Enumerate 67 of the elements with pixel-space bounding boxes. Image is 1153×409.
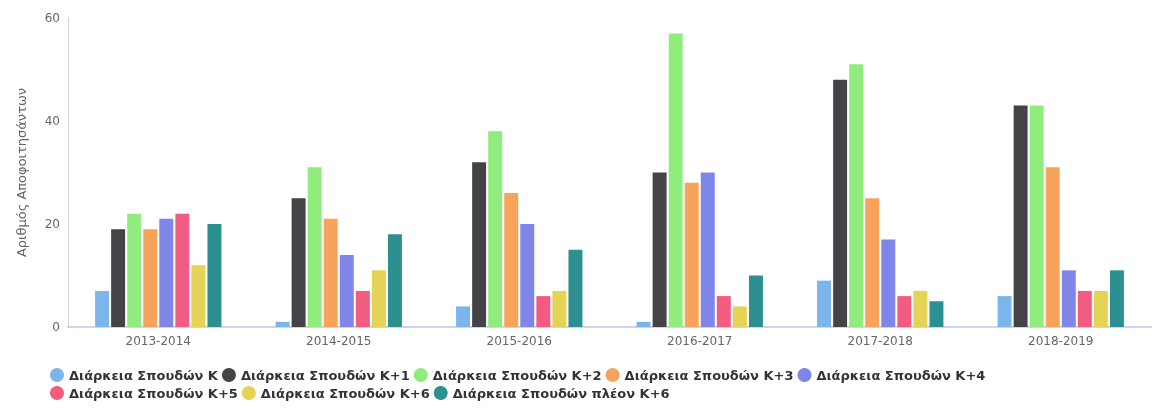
- bar: [95, 290, 110, 327]
- x-tick-label: 2013-2014: [125, 334, 191, 348]
- bar: [520, 224, 535, 327]
- bar: [1045, 167, 1060, 327]
- y-tick-label: 40: [44, 114, 60, 128]
- bar: [684, 182, 699, 327]
- bar: [552, 290, 567, 327]
- bar: [323, 218, 338, 327]
- bar: [1109, 270, 1124, 327]
- bar: [127, 213, 142, 327]
- x-tick-label: 2017-2018: [847, 334, 913, 348]
- bar: [748, 275, 763, 327]
- legend-label: Διάρκεια Σπουδών Κ+2: [432, 367, 602, 383]
- bar: [1077, 290, 1092, 327]
- legend-label: Διάρκεια Σπουδών Κ+4: [816, 367, 986, 383]
- bar: [1013, 105, 1028, 327]
- bar: [700, 172, 715, 327]
- bar: [897, 296, 912, 327]
- bar: [913, 290, 928, 327]
- legend-label: Διάρκεια Σπουδών Κ+1: [240, 367, 410, 383]
- bar: [355, 290, 370, 327]
- bar: [1093, 290, 1108, 327]
- y-tick-label: 20: [44, 217, 60, 231]
- bar: [652, 172, 667, 327]
- x-tick-label: 2018-2019: [1028, 334, 1094, 348]
- bar: [833, 79, 848, 327]
- y-tick-label: 60: [44, 11, 60, 25]
- bar: [175, 213, 190, 327]
- bar: [997, 296, 1012, 327]
- bar: [387, 234, 402, 327]
- legend-label: Διάρκεια Σπουδών Κ+6: [260, 385, 430, 401]
- bar: [111, 229, 126, 327]
- bar: [472, 162, 487, 327]
- x-tick-label: 2014-2015: [306, 334, 372, 348]
- bar: [668, 33, 683, 327]
- bar: [849, 64, 864, 327]
- bar: [636, 321, 651, 327]
- bar: [1029, 105, 1044, 327]
- bar: [716, 296, 731, 327]
- bar: [536, 296, 551, 327]
- bar: [143, 229, 158, 327]
- legend-label: Διάρκεια Σπουδών Κ+5: [69, 385, 238, 401]
- bar: [865, 198, 880, 327]
- bar: [307, 167, 322, 327]
- x-tick-label: 2015-2016: [486, 334, 552, 348]
- bar: [488, 131, 503, 327]
- bar: [817, 280, 832, 327]
- bar: [339, 254, 354, 327]
- bar: [1061, 270, 1076, 327]
- legend-label: Διάρκεια Σπουδών Κ+3: [624, 367, 794, 383]
- x-tick-label: 2016-2017: [667, 334, 733, 348]
- bar: [207, 224, 222, 327]
- legend-label: Διάρκεια Σπουδών Κ: [69, 367, 219, 383]
- bar: [371, 270, 386, 327]
- legend-label: Διάρκεια Σπουδών πλέον Κ+6: [452, 385, 670, 401]
- bar: [504, 193, 519, 327]
- bar: [881, 239, 896, 327]
- bar: [929, 301, 944, 327]
- bar: [159, 218, 174, 327]
- bar: [191, 265, 206, 327]
- bar: [732, 306, 747, 327]
- bar: [568, 249, 583, 327]
- y-axis-title: Αριθμός Αποφοιτησάντων: [14, 87, 29, 258]
- y-tick-label: 0: [52, 320, 60, 334]
- bar: [291, 198, 306, 327]
- bar: [456, 306, 471, 327]
- bar: [275, 321, 290, 327]
